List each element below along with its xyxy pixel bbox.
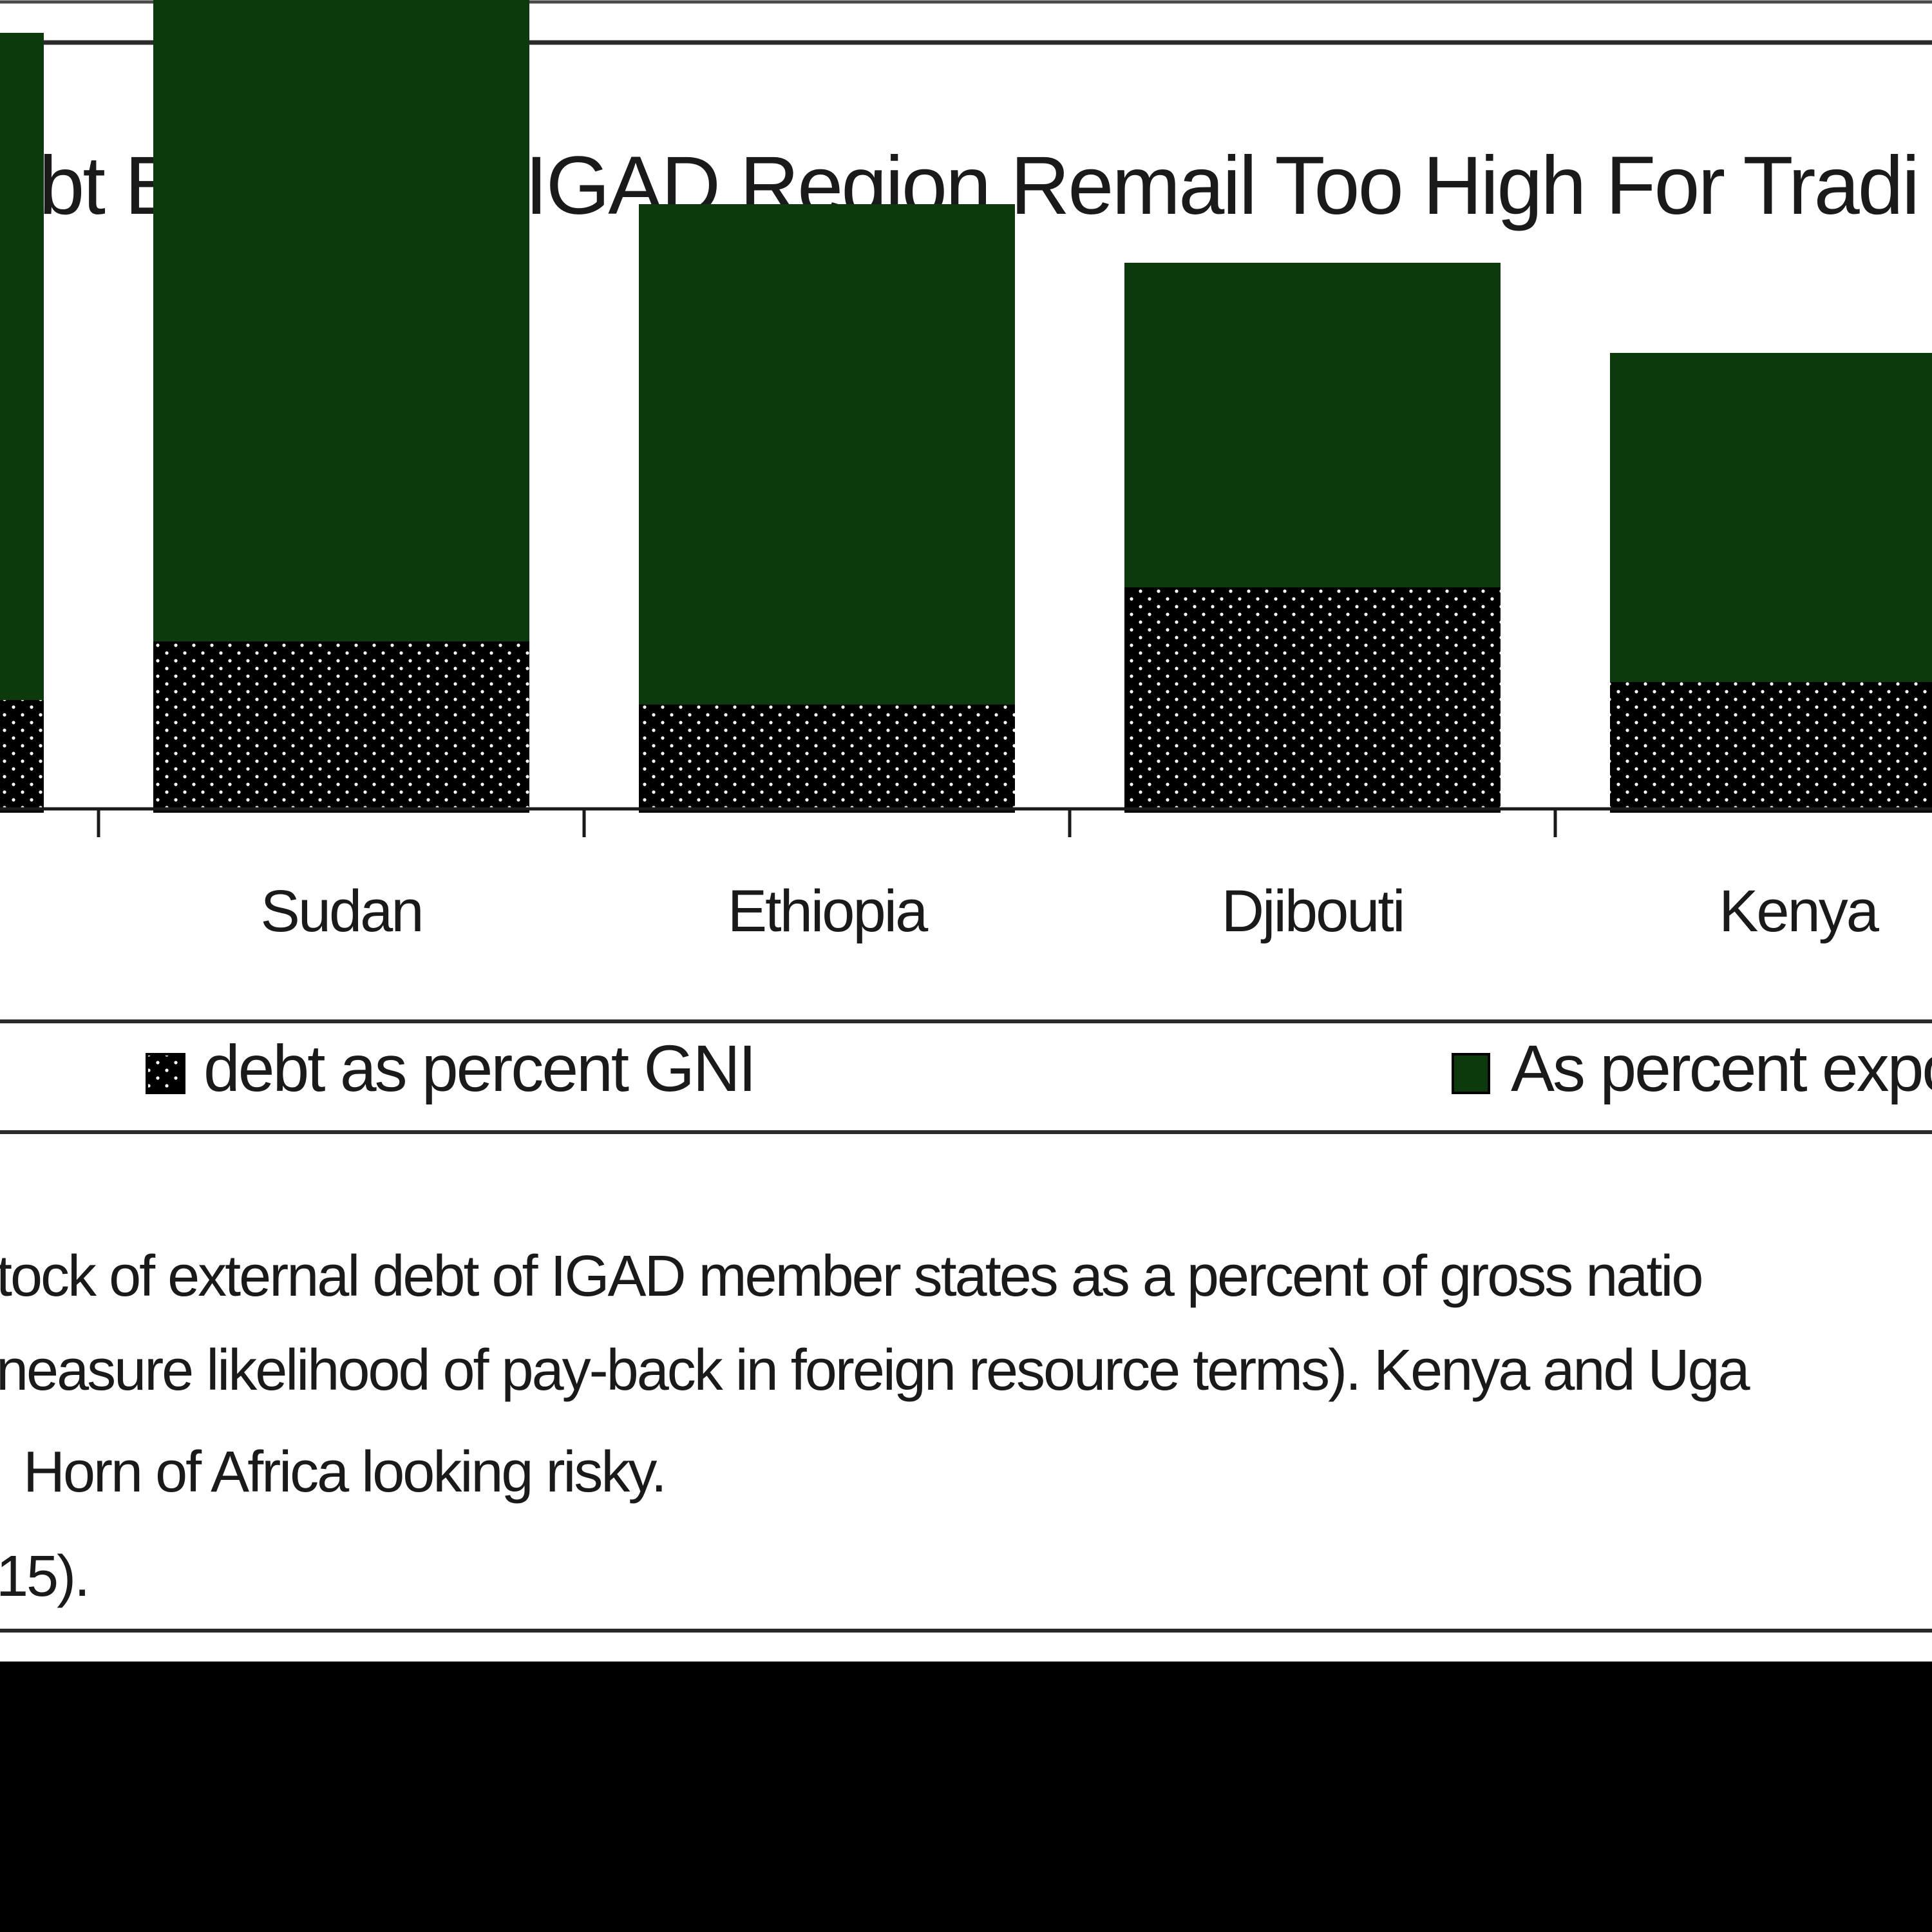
x-tick-label-djibouti: Djibouti: [1222, 878, 1404, 944]
x-tick-label-ethiopia: Ethiopia: [728, 878, 929, 944]
caption-line-2: neasure likelihood of pay-back in foreig…: [0, 1338, 1751, 1403]
bar-sudan-debt-as-percent-gni: [153, 641, 529, 813]
bottom-black-band: [0, 1662, 1932, 1932]
legend-label-debt-gni: debt as percent GNI: [204, 1032, 755, 1105]
caption-line-3: Horn of Africa looking risky.: [23, 1440, 665, 1504]
bar-ethiopia-as-percent-exports: [639, 204, 1015, 705]
legend-label-percent-exports: As percent expo: [1511, 1032, 1932, 1105]
bar-sudan-as-percent-exports: [153, 0, 529, 641]
bar-kenya-debt-as-percent-gni: [1610, 682, 1932, 813]
x-axis-ticks: [97, 809, 1557, 837]
bar-ethiopia-debt-as-percent-gni: [639, 705, 1015, 813]
legend: debt as percent GNI As percent expo: [146, 1032, 1932, 1105]
bar-djibouti-as-percent-exports: [1124, 263, 1501, 587]
caption-line-1: tock of external debt of IGAD member sta…: [0, 1244, 1701, 1309]
bar-unlabeled-as-percent-exports: [0, 33, 44, 700]
x-tick-label-sudan: Sudan: [260, 878, 422, 944]
bar-djibouti-debt-as-percent-gni: [1124, 587, 1501, 813]
x-tick-label-kenya: Kenya: [1719, 878, 1880, 944]
bar-unlabeled-debt-as-percent-gni: [0, 700, 44, 813]
x-axis-labels: Sudan Ethiopia Djibouti Kenya: [260, 878, 1881, 944]
bars-layer: [0, 0, 1932, 813]
caption: tock of external debt of IGAD member sta…: [0, 1244, 1753, 1609]
legend-swatch-debt-gni: [146, 1053, 185, 1094]
bar-kenya-as-percent-exports: [1610, 353, 1932, 682]
caption-line-4: 15).: [0, 1544, 88, 1609]
legend-swatch-percent-exports: [1452, 1053, 1490, 1094]
